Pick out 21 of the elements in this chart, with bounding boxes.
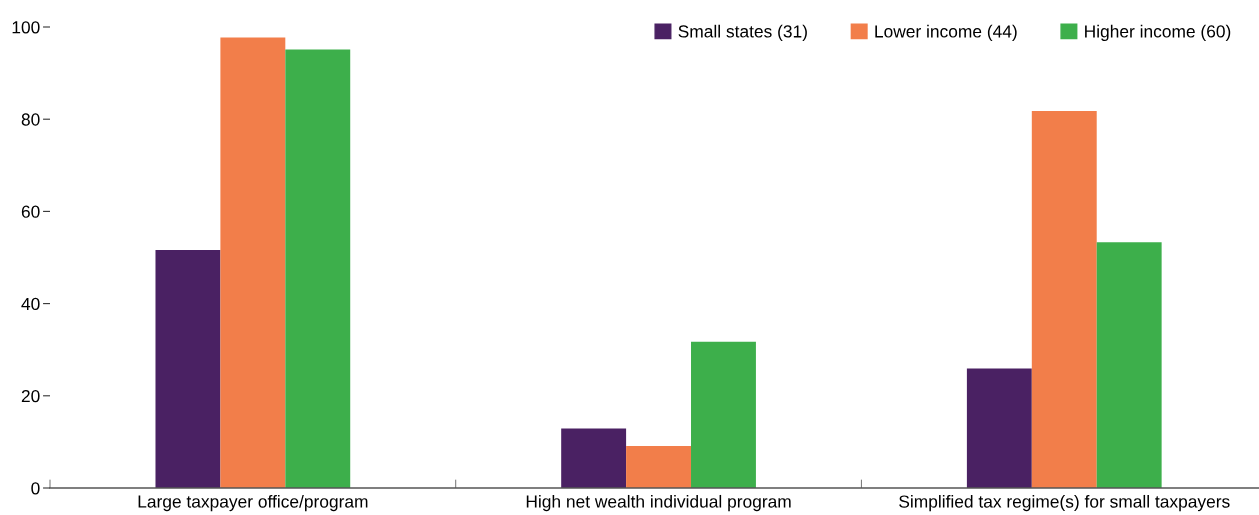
legend-label: Lower income (44) — [875, 24, 1017, 41]
bar — [155, 250, 221, 488]
y-tick-label: 100 — [12, 21, 40, 34]
y-tick-label: 20 — [21, 389, 40, 403]
bar — [285, 49, 351, 488]
y-tick-label: 40 — [21, 297, 40, 311]
bar — [1031, 110, 1097, 488]
bar — [966, 368, 1032, 488]
legend-label: Small states (31) — [678, 24, 807, 41]
bar — [1096, 242, 1162, 488]
bar — [691, 341, 756, 488]
bar — [561, 428, 627, 488]
y-tick-label: 0 — [31, 482, 40, 495]
bar — [626, 446, 692, 488]
bar — [220, 37, 286, 488]
x-tick-label: Large taxpayer office/program — [138, 494, 368, 512]
y-tick-label: 80 — [21, 113, 40, 126]
legend-label: Higher income (60) — [1085, 24, 1231, 41]
y-tick-label: 60 — [21, 205, 40, 218]
x-tick-label: Simplified tax regime(s) for small taxpayers — [899, 494, 1230, 512]
x-tick-label: High net wealth individual program — [526, 494, 791, 512]
